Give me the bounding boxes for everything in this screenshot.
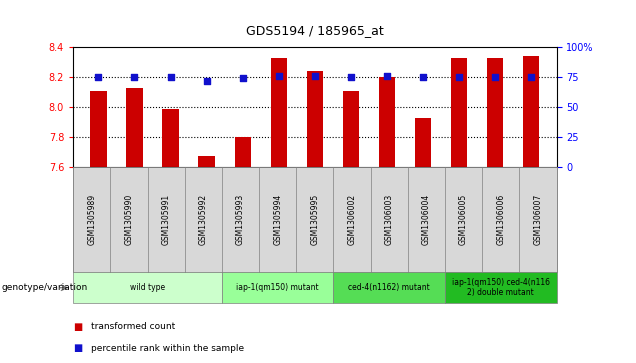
Bar	[271, 58, 287, 167]
Text: iap-1(qm150) ced-4(n116
2) double mutant: iap-1(qm150) ced-4(n116 2) double mutant	[452, 278, 550, 297]
Text: GSM1306002: GSM1306002	[347, 194, 357, 245]
Bar	[198, 156, 215, 167]
Text: ■: ■	[73, 322, 83, 332]
Text: percentile rank within the sample: percentile rank within the sample	[91, 344, 244, 353]
Bar	[127, 87, 142, 167]
Text: GSM1305993: GSM1305993	[236, 194, 245, 245]
Bar	[90, 91, 106, 167]
Point	[273, 73, 284, 79]
Point	[202, 78, 212, 83]
Bar	[415, 118, 431, 167]
Text: genotype/variation: genotype/variation	[2, 283, 88, 292]
Text: GSM1306005: GSM1306005	[459, 194, 468, 245]
Point	[454, 74, 464, 80]
Bar	[523, 56, 539, 167]
Bar	[451, 58, 467, 167]
Text: GSM1305992: GSM1305992	[199, 194, 208, 245]
Text: GSM1306004: GSM1306004	[422, 194, 431, 245]
Text: iap-1(qm150) mutant: iap-1(qm150) mutant	[237, 283, 319, 292]
Text: GSM1306003: GSM1306003	[385, 194, 394, 245]
Text: GSM1306007: GSM1306007	[534, 194, 543, 245]
Point	[382, 73, 392, 79]
Bar	[162, 109, 179, 167]
Text: ced-4(n1162) mutant: ced-4(n1162) mutant	[349, 283, 430, 292]
Bar	[343, 91, 359, 167]
Point	[526, 74, 536, 80]
Text: GSM1306006: GSM1306006	[496, 194, 505, 245]
Text: GSM1305990: GSM1305990	[125, 194, 134, 245]
Point	[490, 74, 501, 80]
Bar	[235, 137, 251, 167]
Point	[238, 76, 248, 81]
Point	[346, 74, 356, 80]
Text: ■: ■	[73, 343, 83, 354]
Bar	[307, 71, 323, 167]
Text: transformed count: transformed count	[91, 322, 175, 331]
Text: GSM1305991: GSM1305991	[162, 194, 170, 245]
Text: GSM1305994: GSM1305994	[273, 194, 282, 245]
Text: GSM1305989: GSM1305989	[87, 194, 96, 245]
Text: GSM1305995: GSM1305995	[310, 194, 319, 245]
Point	[93, 74, 104, 80]
Point	[165, 74, 176, 80]
Point	[310, 73, 320, 79]
Bar	[379, 77, 395, 167]
Bar	[487, 58, 503, 167]
Point	[129, 74, 139, 80]
Text: GDS5194 / 185965_at: GDS5194 / 185965_at	[246, 24, 384, 37]
Point	[418, 74, 428, 80]
Text: wild type: wild type	[130, 283, 165, 292]
